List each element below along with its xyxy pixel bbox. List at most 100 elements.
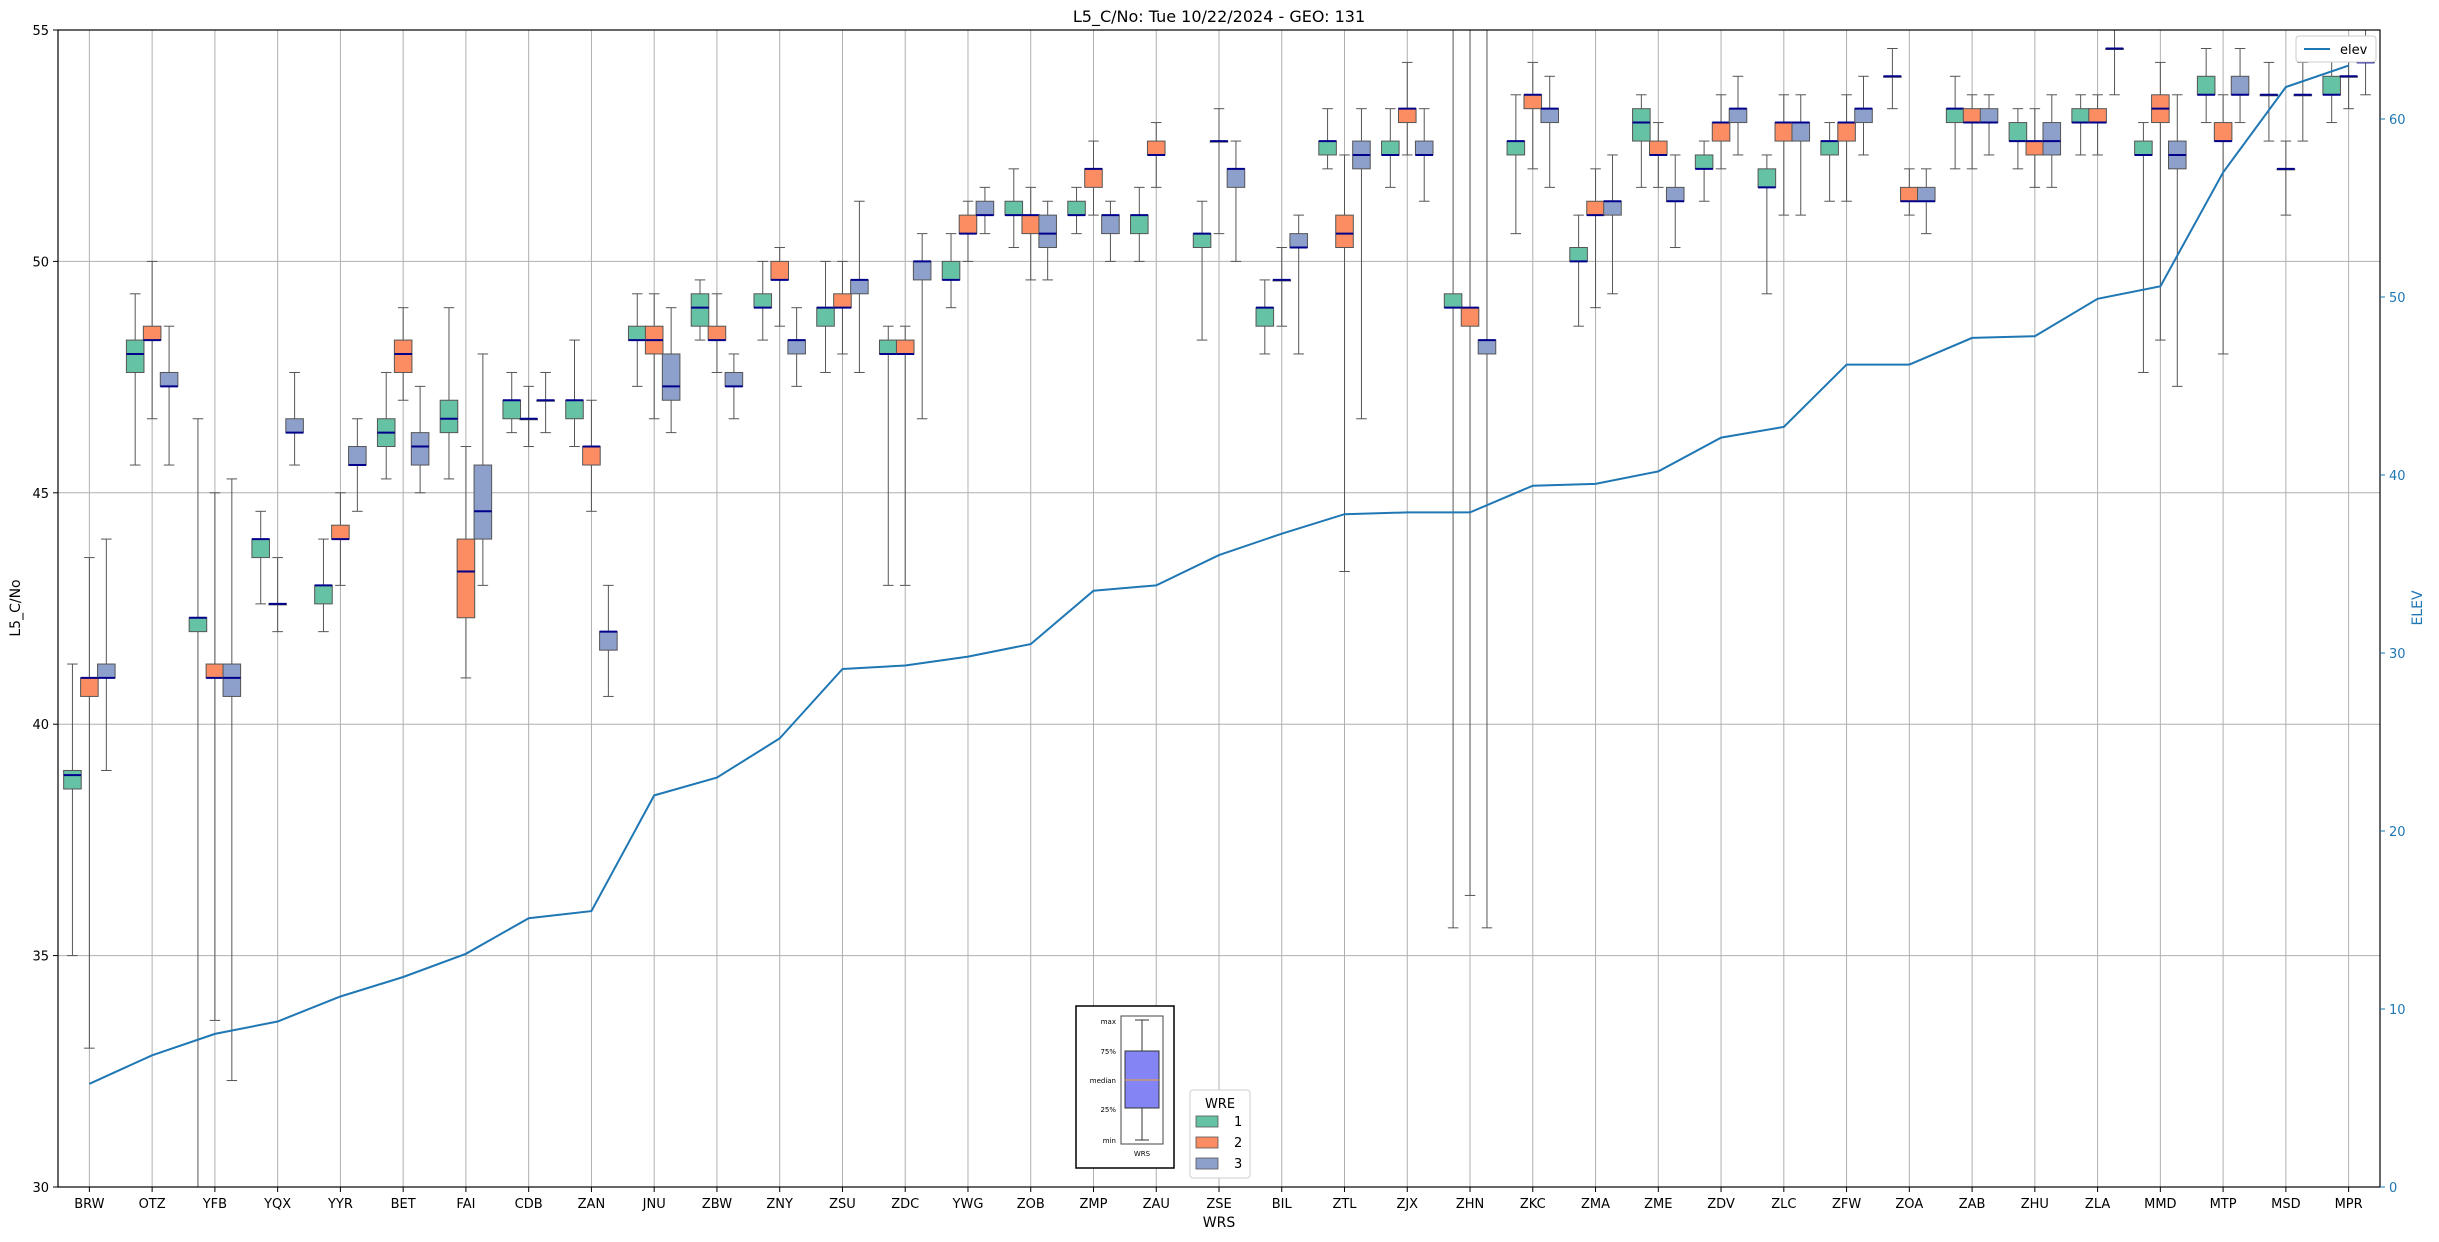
box-wre-3 xyxy=(724,371,744,387)
x-tick-label: ZOB xyxy=(1017,1197,1045,1212)
box-wre-3 xyxy=(1603,200,1622,216)
box-wre-1 xyxy=(1632,108,1651,142)
x-tick-label: ZLA xyxy=(2085,1197,2110,1212)
x-tick-label: ZAN xyxy=(578,1197,606,1212)
wre-legend-label-3: 3 xyxy=(1234,1157,1242,1172)
box-wre-1 xyxy=(941,260,961,281)
x-tick-label: ZOA xyxy=(1895,1197,1923,1212)
y2-tick-label: 10 xyxy=(2389,1003,2406,1018)
y2-tick-label: 40 xyxy=(2389,469,2406,484)
box-wre-2 xyxy=(1523,94,1543,110)
x-tick-label: YWG xyxy=(952,1197,984,1212)
box-wre-2 xyxy=(1335,214,1354,249)
box-wre-3 xyxy=(787,339,806,355)
box-wre-2 xyxy=(833,293,852,309)
box-wre-1 xyxy=(1004,200,1024,216)
x-tick-label: ZBW xyxy=(702,1197,732,1212)
x-tick-label: ZMP xyxy=(1080,1197,1108,1212)
box-wre-3 xyxy=(661,353,681,401)
y-tick-label: 35 xyxy=(32,950,49,965)
box-wre-1 xyxy=(1820,140,1839,156)
box-wre-1 xyxy=(1318,140,1337,156)
box-wre-2 xyxy=(80,677,99,697)
x-tick-label: JNU xyxy=(642,1197,666,1212)
box-wre-1 xyxy=(2071,108,2090,124)
box-wre-1 xyxy=(565,399,584,420)
chart-title: L5_C/No: Tue 10/22/2024 - GEO: 131 xyxy=(1073,7,1365,27)
y2-tick-label: 30 xyxy=(2389,647,2406,662)
x-tick-label: ZKC xyxy=(1520,1197,1546,1212)
box-wre-1 xyxy=(1255,307,1275,327)
box-wre-2 xyxy=(707,325,727,341)
box-wre-2 xyxy=(1649,140,1668,156)
box-wre-2 xyxy=(2213,122,2233,142)
box-wre-1 xyxy=(251,538,270,559)
x-tick-label: ZNY xyxy=(766,1197,793,1212)
box-wre-2 xyxy=(958,214,978,235)
box-wre-3 xyxy=(1916,186,1936,202)
box-key-label-max: max xyxy=(1101,1018,1116,1026)
x-tick-label: ZDV xyxy=(1707,1197,1735,1212)
x-tick-label: ZME xyxy=(1644,1197,1672,1212)
box-wre-3 xyxy=(1854,108,1873,124)
x-tick-label: BIL xyxy=(1272,1197,1293,1212)
box-wre-2 xyxy=(1146,140,1166,156)
box-wre-1 xyxy=(1443,293,1463,309)
box-wre-2 xyxy=(2025,140,2045,156)
x-tick-label: ZLC xyxy=(1771,1197,1796,1212)
x-tick-label: FAI xyxy=(456,1197,475,1212)
x-tick-label: ZHU xyxy=(2021,1197,2049,1212)
box-wre-1 xyxy=(690,293,710,327)
box-wre-1 xyxy=(188,617,208,633)
x-tick-label: ZHN xyxy=(1456,1197,1484,1212)
box-wre-2 xyxy=(770,260,789,281)
box-wre-2 xyxy=(1962,108,1982,124)
x-tick-label: ZAB xyxy=(1959,1197,1986,1212)
x-tick-label: YFB xyxy=(202,1197,227,1212)
box-wre-3 xyxy=(348,446,367,466)
box-wre-1 xyxy=(502,399,522,420)
box-wre-2 xyxy=(582,446,601,466)
box-wre-2 xyxy=(205,663,225,679)
y-tick-label: 30 xyxy=(32,1181,49,1196)
box-wre-3 xyxy=(1791,122,1811,142)
box-wre-3 xyxy=(285,418,304,434)
box-wre-1 xyxy=(1945,108,1965,124)
y2-tick-label: 50 xyxy=(2389,291,2406,306)
box-wre-1 xyxy=(1569,247,1588,262)
wre-legend[interactable]: WRE 1 2 3 xyxy=(1189,1089,1251,1179)
x-tick-label: OTZ xyxy=(139,1197,166,1212)
y-tick-label: 55 xyxy=(32,24,49,39)
box-wre-3 xyxy=(912,260,932,281)
x-tick-label: ZSE xyxy=(1206,1197,1231,1212)
box-wre-1 xyxy=(1067,200,1086,216)
box-wre-2 xyxy=(331,524,350,540)
x-tick-label: MSD xyxy=(2271,1197,2300,1212)
wre-legend-frame xyxy=(1189,1089,1251,1179)
box-wre-3 xyxy=(1038,214,1057,249)
box-wre-3 xyxy=(599,631,618,651)
box-wre-2 xyxy=(1460,307,1480,327)
box-wre-3 xyxy=(2042,122,2062,156)
box-wre-1 xyxy=(1381,140,1400,156)
elev-legend[interactable]: elev xyxy=(2295,35,2377,63)
box-layer xyxy=(63,29,2375,1188)
wre-legend-swatch-2 xyxy=(1195,1136,1219,1149)
y2-tick-label: 0 xyxy=(2389,1181,2397,1196)
box-wre-1 xyxy=(2196,75,2216,96)
box-wre-2 xyxy=(2088,108,2107,124)
box-wre-3 xyxy=(1289,233,1308,249)
box-wre-2 xyxy=(1021,214,1041,235)
y2-axis-label: ELEV xyxy=(2410,590,2426,625)
box-wre-3 xyxy=(222,663,242,697)
box-wre-2 xyxy=(393,339,413,373)
elev-legend-label: elev xyxy=(2340,43,2368,58)
box-wre-2 xyxy=(1084,168,1103,188)
box-wre-3 xyxy=(975,200,995,216)
box-wre-1 xyxy=(1506,140,1526,156)
box-wre-1 xyxy=(878,339,898,355)
box-wre-2 xyxy=(895,339,915,355)
x-axis-label: WRS xyxy=(1203,1215,1236,1231)
box-wre-2 xyxy=(1900,186,1919,202)
box-wre-3 xyxy=(410,432,430,466)
